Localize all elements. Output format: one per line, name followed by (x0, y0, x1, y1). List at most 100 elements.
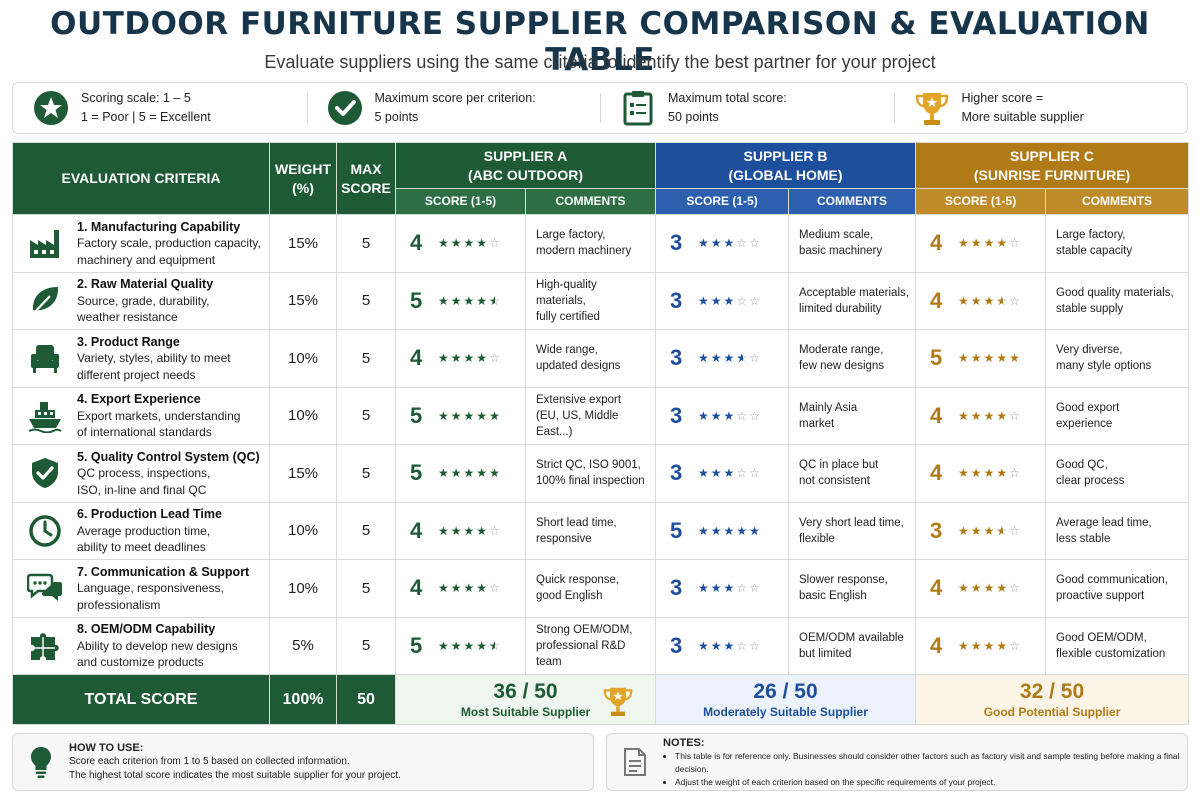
score-cell-b: 3 ★★★☆☆ (655, 214, 790, 273)
trophy-icon (914, 90, 950, 126)
score-value: 4 (930, 575, 943, 601)
total-note-c: Good Potential Supplier (983, 704, 1121, 719)
leaf-icon (13, 284, 77, 318)
criteria-title: 3. Product Range (77, 334, 180, 349)
header-supplier-c: SUPPLIER C (SUNRISE FURNITURE) (915, 142, 1190, 189)
criteria-cell: 7. Communication & Support Language, resp… (12, 559, 270, 618)
info-scoring-scale: Scoring scale: 1 – 5 1 = Poor | 5 = Excel… (13, 83, 307, 133)
comment-line: not consistent (799, 475, 870, 488)
total-row: TOTAL SCORE 100% 50 36 / 50 Most Suitabl… (12, 674, 1190, 725)
score-cell-c: 4 ★★★☆★☆ (915, 271, 1047, 330)
star-rating: ★★★★☆ (958, 638, 1022, 653)
info-line: Scoring scale: 1 – 5 (81, 91, 191, 105)
criteria-cell: 4. Export Experience Export markets, unde… (12, 386, 270, 445)
chat-bubbles-icon (13, 571, 77, 605)
comment-cell-b: Slower response, basic English (788, 559, 917, 618)
comment-cell-a: Quick response, good English (524, 559, 657, 618)
total-note-b: Moderately Suitable Supplier (703, 704, 868, 719)
comment-cell-a: Strict QC, ISO 9001, 100% final inspectio… (524, 444, 657, 503)
total-note-a: Most Suitable Supplier (460, 704, 591, 719)
criteria-desc: Variety, styles, ability to meet (77, 351, 231, 365)
criteria-desc: Language, responsiveness, (77, 581, 224, 595)
score-cell-b: 3 ★★★☆☆ (655, 559, 790, 618)
score-value: 4 (410, 517, 423, 543)
info-line: More suitable supplier (961, 110, 1084, 124)
criteria-title: 2. Raw Material Quality (77, 277, 214, 291)
trophy-icon (603, 685, 633, 722)
star-rating: ★★★★★ (438, 408, 502, 423)
criteria-cell: 6. Production Lead Time Average productio… (12, 501, 270, 560)
comment-line: good English (536, 590, 603, 603)
criteria-title: 6. Production Lead Time (77, 507, 222, 521)
info-line: Higher score = (961, 91, 1044, 105)
clipboard-checklist-icon (620, 90, 656, 126)
factory-icon (13, 226, 77, 260)
info-bar: Scoring scale: 1 – 5 1 = Poor | 5 = Excel… (12, 82, 1188, 134)
score-value: 3 (670, 460, 683, 486)
comment-line: Mainly Asia (799, 401, 858, 414)
score-cell-b: 3 ★★★☆☆ (655, 386, 790, 445)
comment-cell-a: High-quality materials, fully certified (524, 271, 657, 330)
criteria-desc: Factory scale, production capacity, (77, 236, 261, 250)
comment-line: Wide range, (536, 344, 599, 357)
subheader-comments-a: COMMENTS (524, 188, 657, 215)
score-value: 5 (670, 517, 683, 543)
score-value: 3 (930, 517, 943, 543)
total-supplier-c: 32 / 50 Good Potential Supplier (915, 674, 1190, 725)
score-cell-a: 5 ★★★★☆★ (395, 616, 526, 675)
score-value: 4 (930, 287, 943, 313)
comment-cell-c: Good communication, proactive support (1045, 559, 1190, 618)
subheader-comments-c: COMMENTS (1045, 188, 1190, 215)
criteria-row: 6. Production Lead Time Average productio… (12, 501, 1190, 560)
comment-line: many style options (1056, 360, 1152, 373)
comment-line: responsive (536, 532, 592, 545)
criteria-desc: Ability to develop new designs (77, 638, 238, 653)
comment-cell-c: Very diverse, many style options (1045, 329, 1190, 388)
star-rating: ★★★★☆ (438, 236, 502, 251)
score-value: 3 (670, 402, 683, 428)
notes-list: This table is for reference only. Busine… (663, 750, 1187, 789)
puzzle-piece-icon (13, 629, 77, 663)
supplier-b-name: SUPPLIER B (743, 147, 828, 164)
star-badge-icon (33, 90, 69, 126)
comment-cell-b: Very short lead time, flexible (788, 501, 917, 560)
comment-cell-b: Medium scale, basic machinery (788, 214, 917, 273)
star-rating: ★★★☆☆ (698, 236, 762, 251)
weight-cell: 15% (269, 444, 337, 503)
star-rating: ★★★★☆ (958, 581, 1022, 596)
weight-cell: 5% (269, 616, 337, 675)
supplier-a-name: SUPPLIER A (483, 147, 568, 164)
info-line: 1 = Poor | 5 = Excellent (81, 110, 211, 124)
score-cell-c: 4 ★★★★☆ (915, 386, 1047, 445)
criteria-desc: of international standards (77, 425, 212, 439)
header-weight: WEIGHT (%) (269, 142, 337, 215)
comment-line: flexible (799, 532, 835, 545)
notes-box: NOTES: This table is for reference only.… (606, 733, 1188, 791)
comment-line: Large factory, (1056, 229, 1126, 242)
score-value: 4 (410, 345, 423, 371)
comment-line: Slower response, (799, 574, 888, 587)
star-rating: ★★★★☆★ (438, 293, 502, 308)
score-cell-a: 4 ★★★★☆ (395, 501, 526, 560)
total-score-a: 36 / 50 (493, 679, 558, 703)
comment-line: Extensive export (536, 393, 622, 406)
criteria-row: 2. Raw Material Quality Source, grade, du… (12, 271, 1190, 330)
star-rating: ★★★☆☆ (698, 293, 762, 308)
score-cell-c: 4 ★★★★☆ (915, 559, 1047, 618)
header-supplier-b: SUPPLIER B (GLOBAL HOME) (655, 142, 917, 189)
score-cell-b: 3 ★★★☆☆ (655, 271, 790, 330)
criteria-title: 1. Manufacturing Capability (77, 219, 241, 234)
info-line: 50 points (668, 110, 719, 124)
max-score-cell: 5 (336, 329, 396, 388)
score-cell-c: 3 ★★★☆★☆ (915, 501, 1047, 560)
score-value: 3 (670, 632, 683, 658)
comment-cell-b: Acceptable materials, limited durability (788, 271, 917, 330)
comment-cell-a: Short lead time, responsive (524, 501, 657, 560)
star-rating: ★★★☆★☆ (958, 293, 1022, 308)
comment-line: few new designs (799, 360, 885, 373)
score-value: 4 (410, 230, 423, 256)
comment-line: Good QC, (1056, 459, 1108, 472)
criteria-desc: professionalism (77, 597, 161, 612)
criteria-title: 4. Export Experience (77, 392, 201, 406)
score-cell-c: 4 ★★★★☆ (915, 616, 1047, 675)
